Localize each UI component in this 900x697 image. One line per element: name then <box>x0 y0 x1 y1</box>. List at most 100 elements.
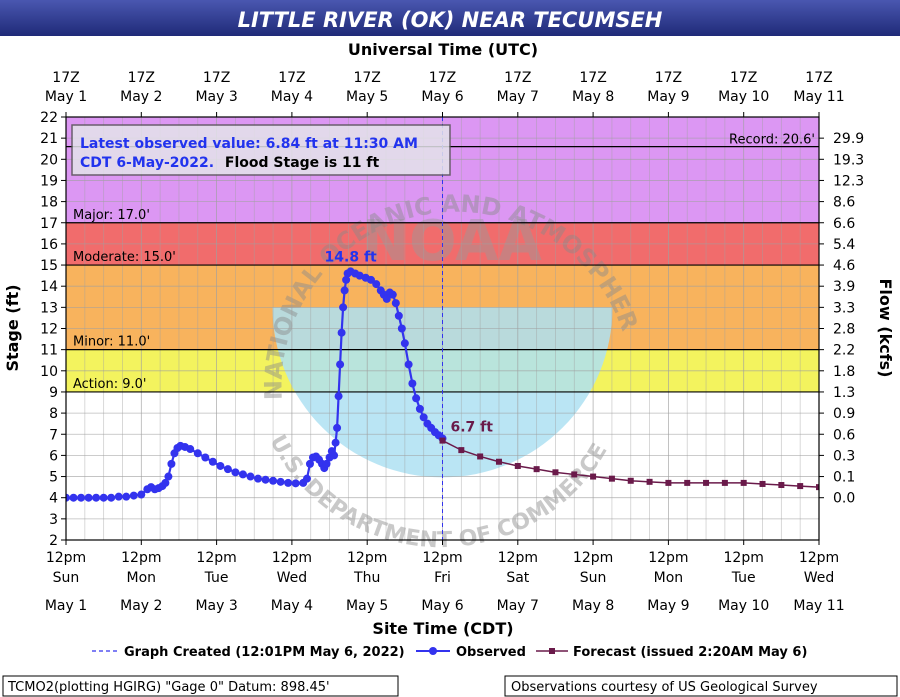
forecast-point-12 <box>665 479 672 486</box>
forecast-point-16 <box>740 479 747 486</box>
observed-point-1 <box>69 493 78 502</box>
chart-title: LITTLE RIVER (OK) NEAR TECUMSEH <box>238 8 663 32</box>
forecast-point-1 <box>458 447 465 454</box>
legend: Graph Created (12:01PM May 6, 2022) Obse… <box>92 645 807 660</box>
local-tick-day-3: Wed <box>277 570 308 586</box>
local-tick-day-2: Tue <box>204 570 229 586</box>
forecast-point-8 <box>590 473 597 480</box>
y-tick-label-3: 5 <box>49 470 58 486</box>
local-tick-date-5: May 6 <box>421 598 463 614</box>
observed-point-56 <box>340 286 349 295</box>
observed-point-10 <box>137 490 146 499</box>
observed-point-53 <box>336 360 345 369</box>
forecast-point-15 <box>721 479 728 486</box>
y-tick-label-15: 17 <box>40 216 58 232</box>
observed-point-27 <box>216 461 225 470</box>
local-tick-time-0: 12pm <box>46 550 86 566</box>
utc-tick-time-8: 17Z <box>655 70 682 86</box>
local-tick-date-3: May 4 <box>271 598 313 614</box>
right-tick-label-13: 0.9 <box>833 406 855 422</box>
right-tick-label-16: 0.1 <box>833 470 855 486</box>
observed-point-29 <box>231 468 240 477</box>
footer-left-box <box>2 675 399 697</box>
forecast-point-9 <box>608 475 615 482</box>
legend-created-label: Graph Created (12:01PM May 6, 2022) <box>124 645 405 660</box>
utc-tick-date-5: May 6 <box>421 89 463 105</box>
y-tick-label-9: 11 <box>40 343 58 359</box>
title-bar <box>0 0 900 36</box>
observed-point-4 <box>92 493 101 502</box>
observed-point-69 <box>388 290 397 299</box>
forecast-point-0 <box>439 437 446 444</box>
observed-point-51 <box>333 423 342 432</box>
local-tick-date-7: May 8 <box>572 598 614 614</box>
observed-point-57 <box>342 275 351 284</box>
utc-tick-time-7: 17Z <box>579 70 606 86</box>
y-tick-label-20: 22 <box>40 110 58 126</box>
y-tick-label-1: 3 <box>49 512 58 528</box>
stage-label-2: Minor: 11.0' <box>73 335 150 350</box>
observed-point-35 <box>276 477 285 486</box>
observed-point-3 <box>84 493 93 502</box>
utc-tick-date-8: May 9 <box>647 89 689 105</box>
utc-tick-time-4: 17Z <box>353 70 380 86</box>
utc-tick-date-2: May 3 <box>195 89 237 105</box>
observed-point-36 <box>284 478 293 487</box>
utc-tick-date-9: May 10 <box>718 89 769 105</box>
right-tick-label-14: 0.6 <box>833 427 855 443</box>
observed-point-30 <box>238 470 247 479</box>
right-tick-label-8: 3.3 <box>833 300 855 316</box>
y-tick-label-6: 8 <box>49 406 58 422</box>
local-tick-time-1: 12pm <box>121 550 161 566</box>
observed-point-34 <box>269 476 278 485</box>
right-axis-title: Flow (kcfs) <box>876 279 895 378</box>
utc-tick-time-10: 17Z <box>805 70 832 86</box>
observed-point-16 <box>161 478 170 487</box>
right-tick-label-17: 0.0 <box>833 491 855 507</box>
latest-label: 6.7 ft <box>451 420 494 436</box>
forecast-point-13 <box>684 479 691 486</box>
y-tick-label-7: 9 <box>49 385 58 401</box>
observed-point-72 <box>397 324 406 333</box>
local-tick-day-9: Tue <box>731 570 756 586</box>
footer-datum: TCMO2(plotting HGIRG) "Gage 0" Datum: 89… <box>7 680 330 695</box>
forecast-point-20 <box>816 484 819 491</box>
observed-point-50 <box>331 438 340 447</box>
utc-tick-date-6: May 7 <box>497 89 539 105</box>
observed-point-46 <box>322 459 331 468</box>
forecast-point-3 <box>495 458 502 465</box>
local-tick-date-1: May 2 <box>120 598 162 614</box>
annotations: 14.8 ft 6.7 ft <box>325 249 494 435</box>
observed-point-70 <box>391 299 400 308</box>
forecast-point-19 <box>797 483 804 490</box>
local-tick-day-7: Sun <box>580 570 607 586</box>
right-tick-label-15: 0.3 <box>833 448 855 464</box>
stage-threshold-lines: Major: 17.0' Moderate: 15.0' Minor: 11.0' A… <box>66 117 819 540</box>
utc-tick-date-4: May 5 <box>346 89 388 105</box>
forecast-point-6 <box>552 469 559 476</box>
y-tick-label-14: 16 <box>40 237 58 253</box>
observed-point-49 <box>330 451 339 460</box>
right-tick-label-11: 1.8 <box>833 364 855 380</box>
observed-point-33 <box>261 475 270 484</box>
local-tick-time-5: 12pm <box>422 550 462 566</box>
y-tick-label-16: 18 <box>40 195 58 211</box>
local-tick-time-2: 12pm <box>196 550 236 566</box>
record-label: Record: 20.6' <box>729 133 815 148</box>
local-tick-time-6: 12pm <box>498 550 538 566</box>
local-tick-time-3: 12pm <box>272 550 312 566</box>
observed-point-23 <box>186 445 195 454</box>
y-tick-label-0: 2 <box>49 533 58 549</box>
forecast-point-18 <box>778 482 785 489</box>
local-tick-time-10: 12pm <box>799 550 839 566</box>
local-tick-time-8: 12pm <box>648 550 688 566</box>
bottom-axis-title: Site Time (CDT) <box>372 619 513 638</box>
y-axis-title: Stage (ft) <box>3 284 22 371</box>
y-tick-label-8: 10 <box>40 364 58 380</box>
observed-point-39 <box>302 474 311 483</box>
local-tick-day-8: Mon <box>654 570 684 586</box>
forecast-point-11 <box>646 478 653 485</box>
observed-point-55 <box>339 303 348 312</box>
utc-tick-time-3: 17Z <box>278 70 305 86</box>
observed-point-26 <box>208 457 217 466</box>
